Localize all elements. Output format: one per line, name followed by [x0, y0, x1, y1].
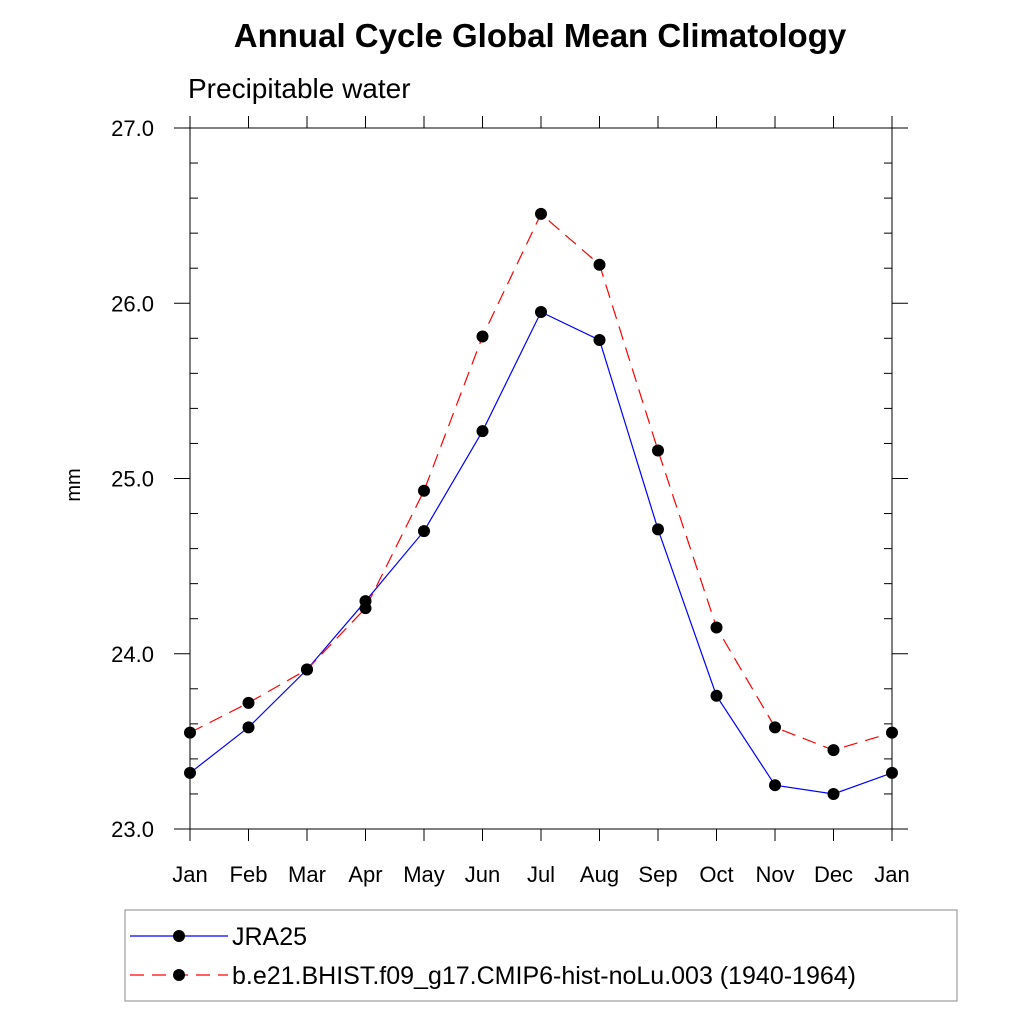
series-1-point	[476, 425, 489, 438]
x-tick-label: Sep	[638, 862, 677, 887]
series-2-point	[593, 258, 606, 271]
y-tick-label: 25.0	[111, 467, 154, 492]
series-1-point	[710, 689, 723, 702]
y-axis-label: mm	[63, 468, 85, 501]
series-1-point	[593, 334, 606, 347]
series-2-point	[710, 621, 723, 634]
x-tick-label: Mar	[288, 862, 326, 887]
series-1-point	[886, 766, 898, 779]
x-tick-label: May	[403, 862, 445, 887]
series-2-point	[359, 602, 372, 615]
x-tick-label: Dec	[814, 862, 853, 887]
series-layer	[184, 207, 898, 800]
series-2-point	[769, 721, 781, 734]
x-tick-label: Jun	[465, 862, 500, 887]
legend-marker-2	[173, 969, 185, 981]
series-1-point	[652, 523, 664, 536]
series-2-point	[535, 207, 547, 220]
series-2-point	[184, 726, 196, 739]
y-tick-label: 24.0	[111, 642, 154, 667]
legend-marker-1	[173, 930, 185, 942]
legend-box	[124, 909, 958, 1002]
chart-title: Annual Cycle Global Mean Climatology	[234, 17, 847, 54]
legend: JRA25 b.e21.BHIST.f09_g17.CMIP6-hist-noLu…	[130, 923, 856, 990]
series-2-point	[301, 663, 313, 676]
y-tick-label: 23.0	[111, 817, 154, 842]
x-tick-label: Jan	[172, 862, 207, 887]
series-2-point	[242, 696, 255, 709]
x-tick-label: Oct	[699, 862, 733, 887]
x-tick-label: Aug	[580, 862, 619, 887]
series-1-point	[535, 306, 547, 319]
legend-label-2: b.e21.BHIST.f09_g17.CMIP6-hist-noLu.003 …	[232, 962, 856, 990]
legend-label-1: JRA25	[232, 923, 307, 951]
series-1-point	[827, 787, 840, 800]
x-tick-label: Jul	[527, 862, 555, 887]
x-tick-label: Apr	[348, 862, 382, 887]
series-2-point	[652, 444, 664, 457]
series-line-2	[189, 212, 893, 751]
axis-ticks: Jan Feb Mar Apr May Jun Jul Aug Sep Oct Nov Dec Jan 2…	[111, 116, 910, 887]
series-1-point	[184, 766, 196, 779]
series-line-1	[189, 311, 893, 795]
plot-frame	[189, 127, 893, 830]
chart-subtitle: Precipitable water	[188, 73, 411, 104]
series-2-point	[418, 484, 430, 497]
series-2-point	[476, 330, 489, 343]
y-tick-label: 26.0	[111, 291, 154, 316]
series-1-point	[242, 721, 255, 734]
x-tick-label: Jan	[874, 862, 909, 887]
series-1-point	[418, 525, 430, 538]
x-tick-label: Nov	[755, 862, 794, 887]
series-1-point	[769, 779, 781, 792]
series-2-point	[886, 726, 898, 739]
series-2-point	[827, 744, 840, 757]
y-tick-label: 27.0	[111, 116, 154, 141]
x-tick-label: Feb	[230, 862, 268, 887]
